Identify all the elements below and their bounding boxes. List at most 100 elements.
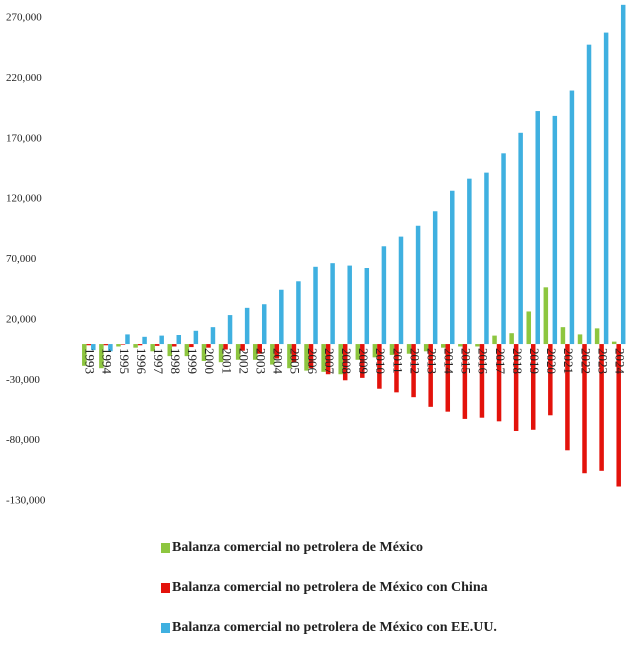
bar bbox=[355, 344, 361, 360]
bar bbox=[467, 178, 472, 345]
bar bbox=[347, 265, 352, 345]
x-tick-label: 2020 bbox=[544, 348, 559, 374]
x-tick-label: 2003 bbox=[254, 348, 269, 374]
bar bbox=[270, 344, 275, 365]
bar bbox=[108, 344, 113, 352]
x-tick-label: 2015 bbox=[459, 348, 474, 374]
x-tick-label: 2008 bbox=[339, 348, 354, 374]
bar bbox=[252, 344, 258, 360]
bar bbox=[364, 268, 370, 345]
bar bbox=[235, 344, 241, 360]
bar bbox=[137, 344, 143, 346]
bar bbox=[569, 90, 575, 345]
x-tick-label: 1999 bbox=[185, 348, 200, 374]
bar bbox=[415, 225, 421, 345]
bar bbox=[599, 344, 604, 471]
bar bbox=[210, 327, 216, 345]
x-tick-label: 2004 bbox=[271, 348, 286, 375]
bar bbox=[227, 315, 233, 345]
bar bbox=[398, 236, 404, 345]
bar bbox=[530, 344, 536, 430]
x-tick-label: 1993 bbox=[83, 348, 98, 374]
x-tick-label: 2010 bbox=[373, 348, 388, 374]
bar bbox=[338, 344, 343, 375]
bar bbox=[594, 328, 600, 345]
bar bbox=[86, 344, 92, 346]
legend-marker bbox=[161, 543, 170, 553]
y-tick-label: -80,000 bbox=[6, 434, 40, 446]
x-tick-label: 2011 bbox=[390, 348, 405, 374]
x-tick-label: 2024 bbox=[612, 348, 627, 375]
bar bbox=[274, 344, 280, 359]
bar bbox=[296, 281, 301, 345]
bar bbox=[167, 344, 173, 357]
x-tick-label: 1995 bbox=[117, 348, 132, 374]
bar bbox=[552, 115, 558, 345]
bar bbox=[462, 344, 468, 419]
y-tick-label: 70,000 bbox=[6, 253, 37, 265]
bar bbox=[287, 344, 292, 369]
x-tick-label: 1997 bbox=[151, 348, 166, 375]
bar bbox=[193, 330, 199, 345]
x-tick-label: 2016 bbox=[476, 348, 491, 375]
bar bbox=[244, 307, 250, 345]
bar bbox=[257, 344, 262, 354]
legend-marker bbox=[161, 623, 170, 633]
bar bbox=[240, 344, 245, 351]
bar bbox=[458, 344, 463, 347]
x-tick-label: 2014 bbox=[442, 348, 457, 375]
bar bbox=[218, 344, 224, 363]
bar bbox=[184, 344, 190, 357]
x-tick-label: 1994 bbox=[100, 348, 115, 375]
x-tick-label: 2001 bbox=[219, 348, 234, 374]
y-tick-label: 20,000 bbox=[6, 313, 37, 325]
bar bbox=[479, 344, 485, 418]
bar bbox=[535, 111, 540, 345]
bar bbox=[441, 344, 446, 348]
bar bbox=[154, 344, 160, 346]
bar bbox=[509, 333, 514, 345]
bar bbox=[261, 304, 267, 345]
legend-marker bbox=[161, 583, 170, 593]
bar bbox=[518, 132, 523, 345]
legend-label: Balanza comercial no petrolera de México… bbox=[172, 580, 488, 595]
bar bbox=[176, 335, 182, 345]
x-tick-label: 2017 bbox=[493, 348, 508, 375]
bar bbox=[91, 344, 96, 351]
legend-label: Balanza comercial no petrolera de México bbox=[172, 540, 423, 555]
bar bbox=[428, 344, 433, 407]
x-tick-label: 2007 bbox=[322, 348, 337, 375]
bar bbox=[99, 344, 104, 369]
bar bbox=[172, 344, 177, 347]
x-tick-label: 2006 bbox=[305, 348, 320, 375]
x-tick-label: 2019 bbox=[527, 348, 542, 374]
bar bbox=[133, 344, 138, 348]
bar bbox=[526, 311, 531, 345]
bar bbox=[325, 344, 331, 375]
bar bbox=[189, 344, 194, 348]
x-tick-label: 1998 bbox=[168, 348, 183, 374]
bar bbox=[394, 344, 399, 393]
bar bbox=[577, 334, 583, 345]
bar bbox=[142, 336, 147, 345]
x-tick-label: 2005 bbox=[288, 348, 303, 374]
bar bbox=[372, 344, 378, 358]
bar bbox=[616, 344, 621, 487]
x-tick-label: 2000 bbox=[202, 348, 217, 374]
bar bbox=[445, 344, 451, 412]
bar bbox=[484, 172, 489, 345]
x-tick-label: 2018 bbox=[510, 348, 525, 374]
bar bbox=[611, 341, 617, 345]
bar bbox=[125, 334, 130, 345]
bar bbox=[279, 289, 284, 345]
bar bbox=[475, 344, 480, 347]
bar bbox=[304, 344, 309, 371]
bar bbox=[492, 335, 497, 345]
bar bbox=[432, 211, 438, 345]
bar bbox=[513, 344, 519, 431]
legend-label: Balanza comercial no petrolera de México… bbox=[172, 620, 497, 635]
bar bbox=[223, 344, 228, 350]
bar bbox=[565, 344, 570, 451]
y-tick-label: 120,000 bbox=[6, 193, 42, 205]
bar bbox=[450, 190, 455, 345]
